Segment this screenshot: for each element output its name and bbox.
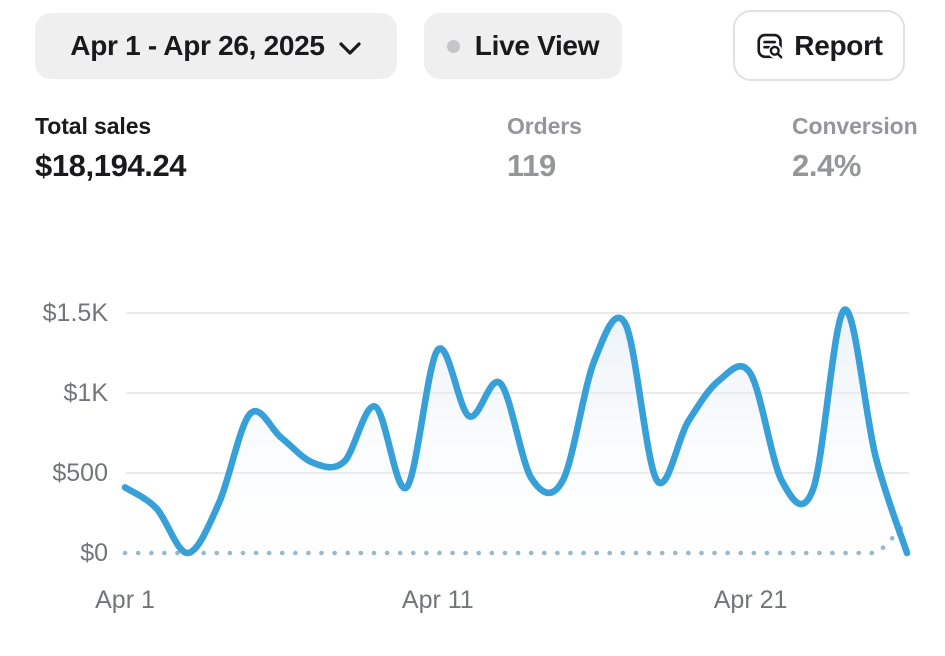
sales-line	[121, 306, 911, 557]
y-axis-tick-label: $500	[52, 459, 108, 487]
date-range-label: Apr 1 - Apr 26, 2025	[70, 30, 325, 61]
live-view-label: Live View	[474, 30, 600, 61]
report-button[interactable]: Report	[733, 10, 905, 81]
metric-conversion: Conversion 2.4%	[792, 112, 918, 184]
metric-total-sales-value: $18,194.24	[35, 148, 187, 183]
metric-conversion-label: Conversion	[792, 113, 918, 139]
metric-orders-value: 119	[507, 148, 556, 183]
metric-total-sales-label: Total sales	[35, 113, 152, 139]
y-axis-tick-label: $1K	[63, 379, 108, 407]
metric-conversion-value: 2.4%	[792, 148, 862, 183]
x-axis-tick-label: Apr 21	[713, 586, 788, 614]
chevron-down-icon	[339, 41, 361, 55]
metric-orders: Orders 119	[507, 112, 582, 184]
live-indicator-dot	[446, 39, 460, 53]
x-axis-tick-label: Apr 11	[401, 586, 474, 614]
report-search-icon	[757, 33, 783, 58]
comparison-dotted-line	[122, 518, 910, 556]
metric-orders-label: Orders	[507, 113, 582, 139]
metric-total-sales: Total sales $18,194.24	[35, 112, 187, 184]
report-label: Report	[794, 29, 883, 61]
y-axis-tick-label: $1.5K	[42, 299, 108, 327]
date-range-button[interactable]: Apr 1 - Apr 26, 2025	[35, 13, 397, 79]
live-view-button[interactable]: Live View	[424, 13, 622, 79]
y-axis-tick-label: $0	[80, 539, 108, 567]
x-axis-tick-label: Apr 1	[95, 586, 155, 614]
